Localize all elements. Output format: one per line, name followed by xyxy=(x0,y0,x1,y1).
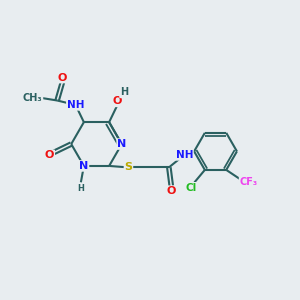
Text: NH: NH xyxy=(67,100,84,110)
Text: H: H xyxy=(77,184,84,193)
Text: O: O xyxy=(58,73,67,82)
Text: O: O xyxy=(167,186,176,196)
Text: H: H xyxy=(120,88,128,98)
Text: O: O xyxy=(45,150,54,160)
Text: NH: NH xyxy=(176,150,193,160)
Text: CH₃: CH₃ xyxy=(23,92,43,103)
Text: Cl: Cl xyxy=(186,183,197,193)
Text: N: N xyxy=(117,139,126,149)
Text: S: S xyxy=(124,162,133,172)
Text: N: N xyxy=(79,161,88,171)
Text: O: O xyxy=(113,96,122,106)
Text: CF₃: CF₃ xyxy=(239,177,258,188)
